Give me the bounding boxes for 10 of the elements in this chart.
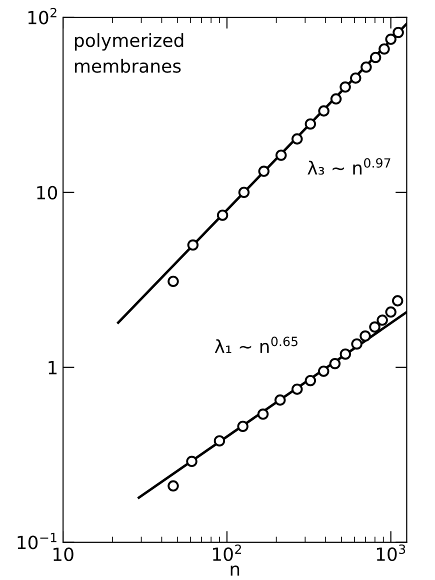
x-axis-title: n: [230, 565, 240, 576]
y-tick-label: 1: [48, 361, 57, 374]
y-tick-label: 10: [37, 186, 58, 200]
y-tick-label: 10$^{2}$: [28, 8, 56, 24]
x-tick-label: 10$^{2}$: [213, 544, 241, 561]
x-tick-label: 10: [54, 547, 74, 562]
x-tick-label: 10$^{3}$: [376, 544, 406, 561]
annotation: λ₁ ~ n$^{0.65}$: [214, 336, 298, 353]
annotation: polymerized membranes: [75, 33, 184, 73]
annotation: λ₃ ~ n$^{0.97}$: [308, 158, 390, 175]
